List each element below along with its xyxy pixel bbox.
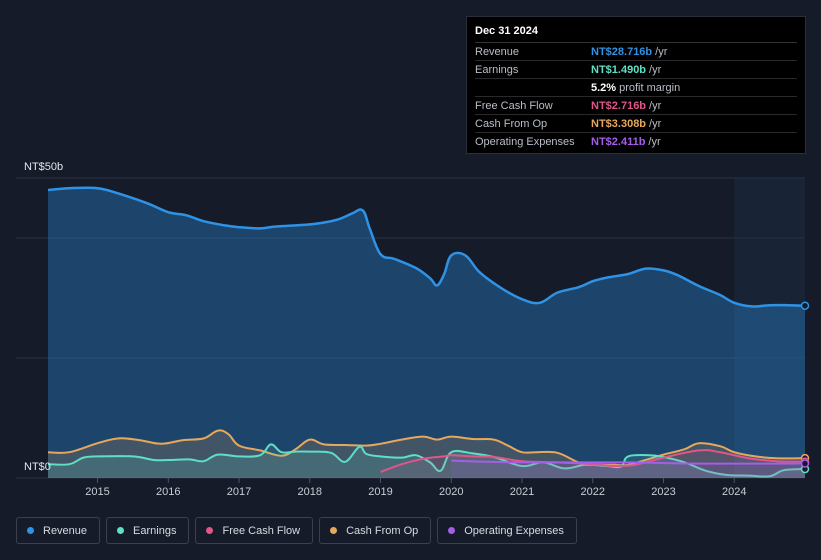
x-tick-label: 2018	[298, 486, 322, 498]
tooltip-row-name: Cash From Op	[475, 117, 548, 130]
tooltip-row: 5.2% profit margin	[475, 79, 797, 97]
revenue-series	[47, 186, 806, 478]
operating-expenses-endpoint	[800, 459, 810, 468]
legend-dot-icon	[448, 527, 456, 534]
x-tick-label: 2022	[581, 486, 605, 498]
tooltip-row-name: Free Cash Flow	[475, 99, 553, 112]
legend-item-earnings[interactable]: Earnings	[106, 517, 190, 544]
tooltip-rows: Revenue NT$28.716b/yr Earnings NT$1.490b/yr…	[475, 43, 797, 150]
cash-from-op-line	[47, 429, 806, 467]
x-tick-label: 2017	[227, 486, 251, 498]
endpoints	[800, 301, 810, 474]
tooltip-row-value: 5.2%	[591, 81, 617, 94]
tooltip-row: Earnings NT$1.490b/yr	[475, 61, 797, 79]
legend-label: Free Cash Flow	[222, 524, 301, 537]
legend-item-operating-expenses[interactable]: Operating Expenses	[437, 517, 577, 544]
legend-dot-icon	[206, 527, 214, 534]
gridlines	[16, 177, 805, 479]
legend-label: Earnings	[133, 524, 177, 537]
legend-dot-icon	[330, 527, 338, 534]
tooltip-row-unit: /yr	[655, 45, 668, 58]
x-tick-label: 2023	[651, 486, 675, 498]
x-axis: 2015 2016 2017 2018 2019 2020 2021 2022 2023 2024	[85, 478, 746, 498]
operating-expenses-series	[451, 459, 806, 478]
legend-label: Cash From Op	[346, 524, 419, 537]
tooltip-row-value: NT$1.490b	[591, 63, 647, 76]
tooltip-row-unit: /yr	[648, 135, 661, 148]
revenue-line	[47, 186, 806, 308]
forecast-highlight-band	[734, 178, 805, 478]
tooltip: Dec 31 2024 Revenue NT$28.716b/yr Earnings…	[466, 16, 806, 154]
tooltip-row-name: Revenue	[475, 45, 520, 58]
tooltip-date: Dec 31 2024	[475, 25, 797, 43]
revenue-endpoint	[800, 301, 810, 310]
x-tick-label: 2019	[368, 486, 392, 498]
x-tick-label: 2021	[510, 486, 534, 498]
legend-dot-icon	[27, 527, 34, 534]
x-tick-label: 2024	[722, 486, 746, 498]
tooltip-row-unit: /yr	[649, 63, 662, 76]
series-layer	[47, 186, 806, 478]
y-axis-max-label: NT$50b	[24, 161, 63, 173]
tooltip-row-value: NT$28.716b	[591, 45, 653, 58]
tooltip-row-unit: /yr	[649, 117, 662, 130]
legend-item-revenue[interactable]: Revenue	[16, 517, 101, 544]
earnings-line	[47, 443, 806, 478]
tooltip-row: Cash From Op NT$3.308b/yr	[475, 115, 797, 133]
legend-label: Revenue	[43, 524, 88, 537]
tooltip-row-value: NT$3.308b	[591, 117, 647, 130]
tooltip-row-name: Earnings	[475, 63, 519, 76]
tooltip-row: Revenue NT$28.716b/yr	[475, 43, 797, 61]
x-tick-label: 2020	[439, 486, 463, 498]
x-tick-label: 2016	[156, 486, 180, 498]
operating-expenses-area	[451, 460, 805, 478]
legend: Revenue Earnings Free Cash Flow Cash From O…	[16, 517, 577, 544]
tooltip-row: Operating Expenses NT$2.411b/yr	[475, 133, 797, 150]
tooltip-row-unit: profit margin	[619, 81, 681, 94]
legend-dot-icon	[117, 527, 125, 534]
tooltip-row: Free Cash Flow NT$2.716b/yr	[475, 97, 797, 115]
tooltip-row-value: NT$2.411b	[591, 135, 646, 148]
x-tick-label: 2015	[85, 486, 109, 498]
legend-item-free-cash-flow[interactable]: Free Cash Flow	[195, 517, 314, 544]
tooltip-row-unit: /yr	[649, 99, 662, 112]
legend-item-cash-from-op[interactable]: Cash From Op	[319, 517, 432, 544]
tooltip-row-value: NT$2.716b	[591, 99, 647, 112]
operating-expenses-line	[451, 459, 806, 465]
legend-label: Operating Expenses	[464, 524, 564, 537]
y-axis-min-label: NT$0	[24, 461, 51, 473]
earnings-series	[47, 443, 806, 478]
tooltip-row-name: Operating Expenses	[475, 135, 575, 148]
revenue-area	[48, 187, 805, 478]
